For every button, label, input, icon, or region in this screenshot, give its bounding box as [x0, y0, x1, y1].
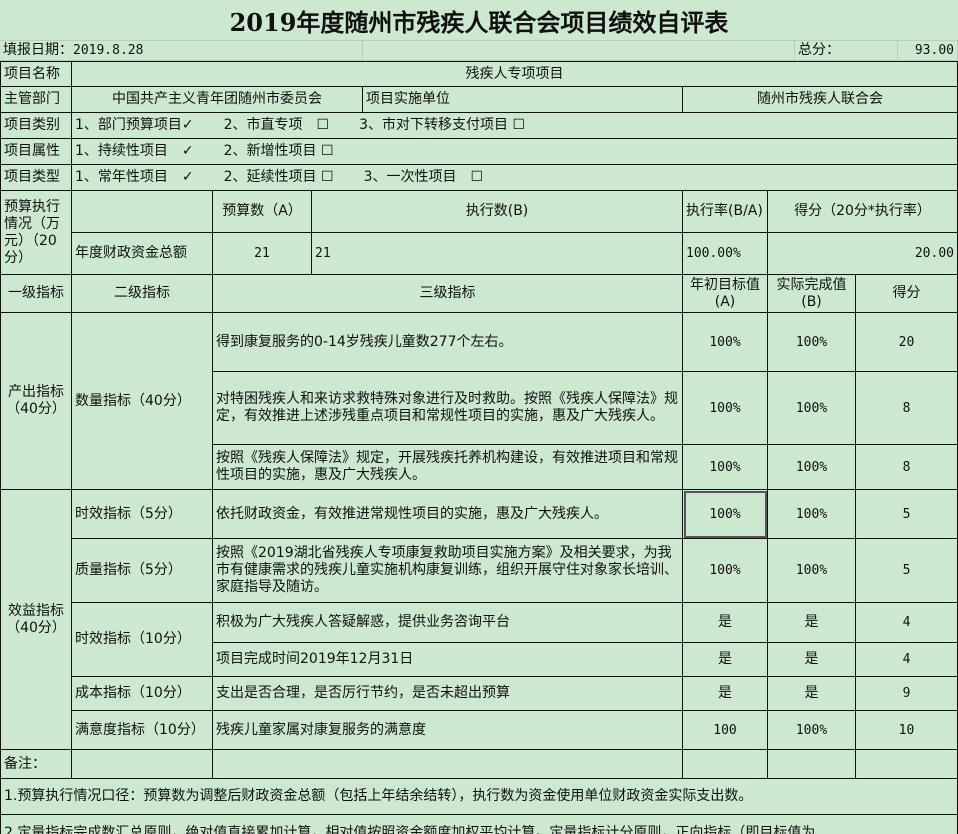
target-value[interactable]: 100%	[683, 445, 768, 490]
timely-5-l2[interactable]: 时效指标（5分）	[72, 490, 213, 539]
budget-header[interactable]: 预算数（A）	[213, 191, 312, 233]
target-value-selected[interactable]: 100%	[683, 490, 768, 539]
score-value[interactable]: 4	[856, 603, 958, 643]
l3-header[interactable]: 三级指标	[213, 275, 683, 313]
score-value[interactable]: 10	[856, 711, 958, 750]
l2-header[interactable]: 二级指标	[72, 275, 213, 313]
score-header[interactable]: 得分	[856, 275, 958, 313]
fill-date-cell[interactable]: 填报日期： 2019.8.28	[0, 40, 363, 61]
type-option-2: 2、延续性项目 ☐	[223, 169, 334, 185]
fund-total-label[interactable]: 年度财政资金总额	[72, 233, 213, 275]
indicator-text[interactable]: 积极为广大残疾人答疑解惑，提供业务咨询平台	[213, 603, 683, 643]
empty-cell[interactable]	[213, 750, 683, 779]
fill-date-label: 填报日期：	[3, 41, 73, 58]
indicator-text[interactable]: 依托财政资金，有效推进常规性项目的实施，惠及广大残疾人。	[213, 490, 683, 539]
score-value[interactable]: 5	[856, 539, 958, 603]
impl-unit[interactable]: 随州市残疾人联合会	[683, 87, 958, 113]
impl-label[interactable]: 项目实施单位	[363, 87, 683, 113]
attribute-option-1: 1、持续性项目 ✓	[75, 143, 194, 159]
score-value[interactable]: 5	[856, 490, 958, 539]
category-option-2: 2、市直专项 ☐	[223, 117, 330, 133]
type-options[interactable]: 1、常年性项目 ✓ 2、延续性项目 ☐ 3、一次性项目 ☐	[72, 165, 958, 191]
budget-label[interactable]: 预算执行情况（万元）（20分）	[0, 191, 72, 275]
actual-value[interactable]: 是	[768, 603, 856, 643]
actual-value[interactable]: 是	[768, 677, 856, 711]
dept-label[interactable]: 主管部门	[0, 87, 72, 113]
total-score[interactable]: 93.00	[898, 40, 958, 61]
benefit-l1[interactable]: 效益指标（40分）	[0, 490, 72, 750]
sheet-title: 2019年度随州市残疾人联合会项目绩效自评表	[0, 0, 958, 41]
actual-value[interactable]: 是	[768, 643, 856, 677]
actual-value[interactable]: 100%	[768, 539, 856, 603]
total-label[interactable]: 总分：	[795, 40, 898, 61]
type-option-1: 1、常年性项目 ✓	[75, 169, 194, 185]
target-value[interactable]: 100%	[683, 313, 768, 372]
indicator-text[interactable]: 按照《2019湖北省残疾人专项康复救助项目实施方案》及相关要求，为我市有健康需求…	[213, 539, 683, 603]
indicator-text[interactable]: 残疾儿童家属对康复服务的满意度	[213, 711, 683, 750]
indicator-text[interactable]: 按照《残疾人保障法》规定，开展残疾托养机构建设，有效推进项目和常规性项目的实施，…	[213, 445, 683, 490]
dept[interactable]: 中国共产主义青年团随州市委员会	[72, 87, 363, 113]
output-quantity-l2[interactable]: 数量指标（40分）	[72, 313, 213, 490]
actual-value[interactable]: 100%	[768, 711, 856, 750]
target-value[interactable]: 是	[683, 643, 768, 677]
quality-l2[interactable]: 质量指标（5分）	[72, 539, 213, 603]
budget-score-header[interactable]: 得分（20分*执行率）	[768, 191, 958, 233]
attribute-option-2: 2、新增性项目 ☐	[223, 143, 334, 159]
budget-value[interactable]: 21	[213, 233, 312, 275]
budget-score-value[interactable]: 20.00	[768, 233, 958, 275]
empty-cell[interactable]	[72, 191, 213, 233]
indicator-text[interactable]: 支出是否合理，是否厉行节约，是否未超出预算	[213, 677, 683, 711]
score-value[interactable]: 9	[856, 677, 958, 711]
empty-cell[interactable]	[683, 750, 768, 779]
timely-10-l2[interactable]: 时效指标（10分）	[72, 603, 213, 677]
score-value[interactable]: 4	[856, 643, 958, 677]
fill-date-value: 2019.8.28	[73, 42, 144, 58]
category-option-1: 1、部门预算项目✓	[75, 117, 194, 133]
remark-label[interactable]: 备注：	[0, 750, 72, 779]
score-value[interactable]: 8	[856, 372, 958, 445]
category-option-3: 3、市对下转移支付项目 ☐	[359, 117, 526, 133]
note-1[interactable]: 1.预算执行情况口径：预算数为调整后财政资金总额（包括上年结余结转），执行数为资…	[0, 779, 958, 815]
exec-header[interactable]: 执行数(B)	[312, 191, 683, 233]
target-value[interactable]: 100%	[683, 539, 768, 603]
category-label[interactable]: 项目类别	[0, 113, 72, 139]
target-value[interactable]: 100	[683, 711, 768, 750]
cost-l2[interactable]: 成本指标（10分）	[72, 677, 213, 711]
output-l1[interactable]: 产出指标（40分）	[0, 313, 72, 490]
l1-header[interactable]: 一级指标	[0, 275, 72, 313]
empty-cell[interactable]	[72, 750, 213, 779]
actual-value[interactable]: 100%	[768, 490, 856, 539]
score-value[interactable]: 20	[856, 313, 958, 372]
indicator-text[interactable]: 得到康复服务的0-14岁残疾儿童数277个左右。	[213, 313, 683, 372]
target-value[interactable]: 是	[683, 603, 768, 643]
type-option-3: 3、一次性项目 ☐	[363, 169, 484, 185]
exec-value[interactable]: 21	[312, 233, 683, 275]
indicator-text[interactable]: 对特困残疾人和来访求救特殊对象进行及时救助。按照《残疾人保障法》规定，有效推进上…	[213, 372, 683, 445]
actual-header[interactable]: 实际完成值(B)	[768, 275, 856, 313]
target-header[interactable]: 年初目标值(A)	[683, 275, 768, 313]
category-options[interactable]: 1、部门预算项目✓ 2、市直专项 ☐ 3、市对下转移支付项目 ☐	[72, 113, 958, 139]
empty-cell[interactable]	[768, 750, 856, 779]
rate-value[interactable]: 100.00%	[683, 233, 768, 275]
actual-value[interactable]: 100%	[768, 313, 856, 372]
note-2[interactable]: 2.定量指标完成数汇总原则，绝对值直接累加计算，相对值按照资金额度加权平均计算。…	[0, 815, 958, 834]
target-value[interactable]: 是	[683, 677, 768, 711]
satisfaction-l2[interactable]: 满意度指标（10分）	[72, 711, 213, 750]
attribute-options[interactable]: 1、持续性项目 ✓ 2、新增性项目 ☐	[72, 139, 958, 165]
indicator-text[interactable]: 项目完成时间2019年12月31日	[213, 643, 683, 677]
empty-cell[interactable]	[363, 40, 795, 61]
attribute-label[interactable]: 项目属性	[0, 139, 72, 165]
target-value[interactable]: 100%	[683, 372, 768, 445]
empty-cell[interactable]	[856, 750, 958, 779]
project-name[interactable]: 残疾人专项项目	[72, 61, 958, 87]
actual-value[interactable]: 100%	[768, 372, 856, 445]
actual-value[interactable]: 100%	[768, 445, 856, 490]
score-value[interactable]: 8	[856, 445, 958, 490]
project-name-label[interactable]: 项目名称	[0, 61, 72, 87]
type-label[interactable]: 项目类型	[0, 165, 72, 191]
rate-header[interactable]: 执行率(B/A)	[683, 191, 768, 233]
